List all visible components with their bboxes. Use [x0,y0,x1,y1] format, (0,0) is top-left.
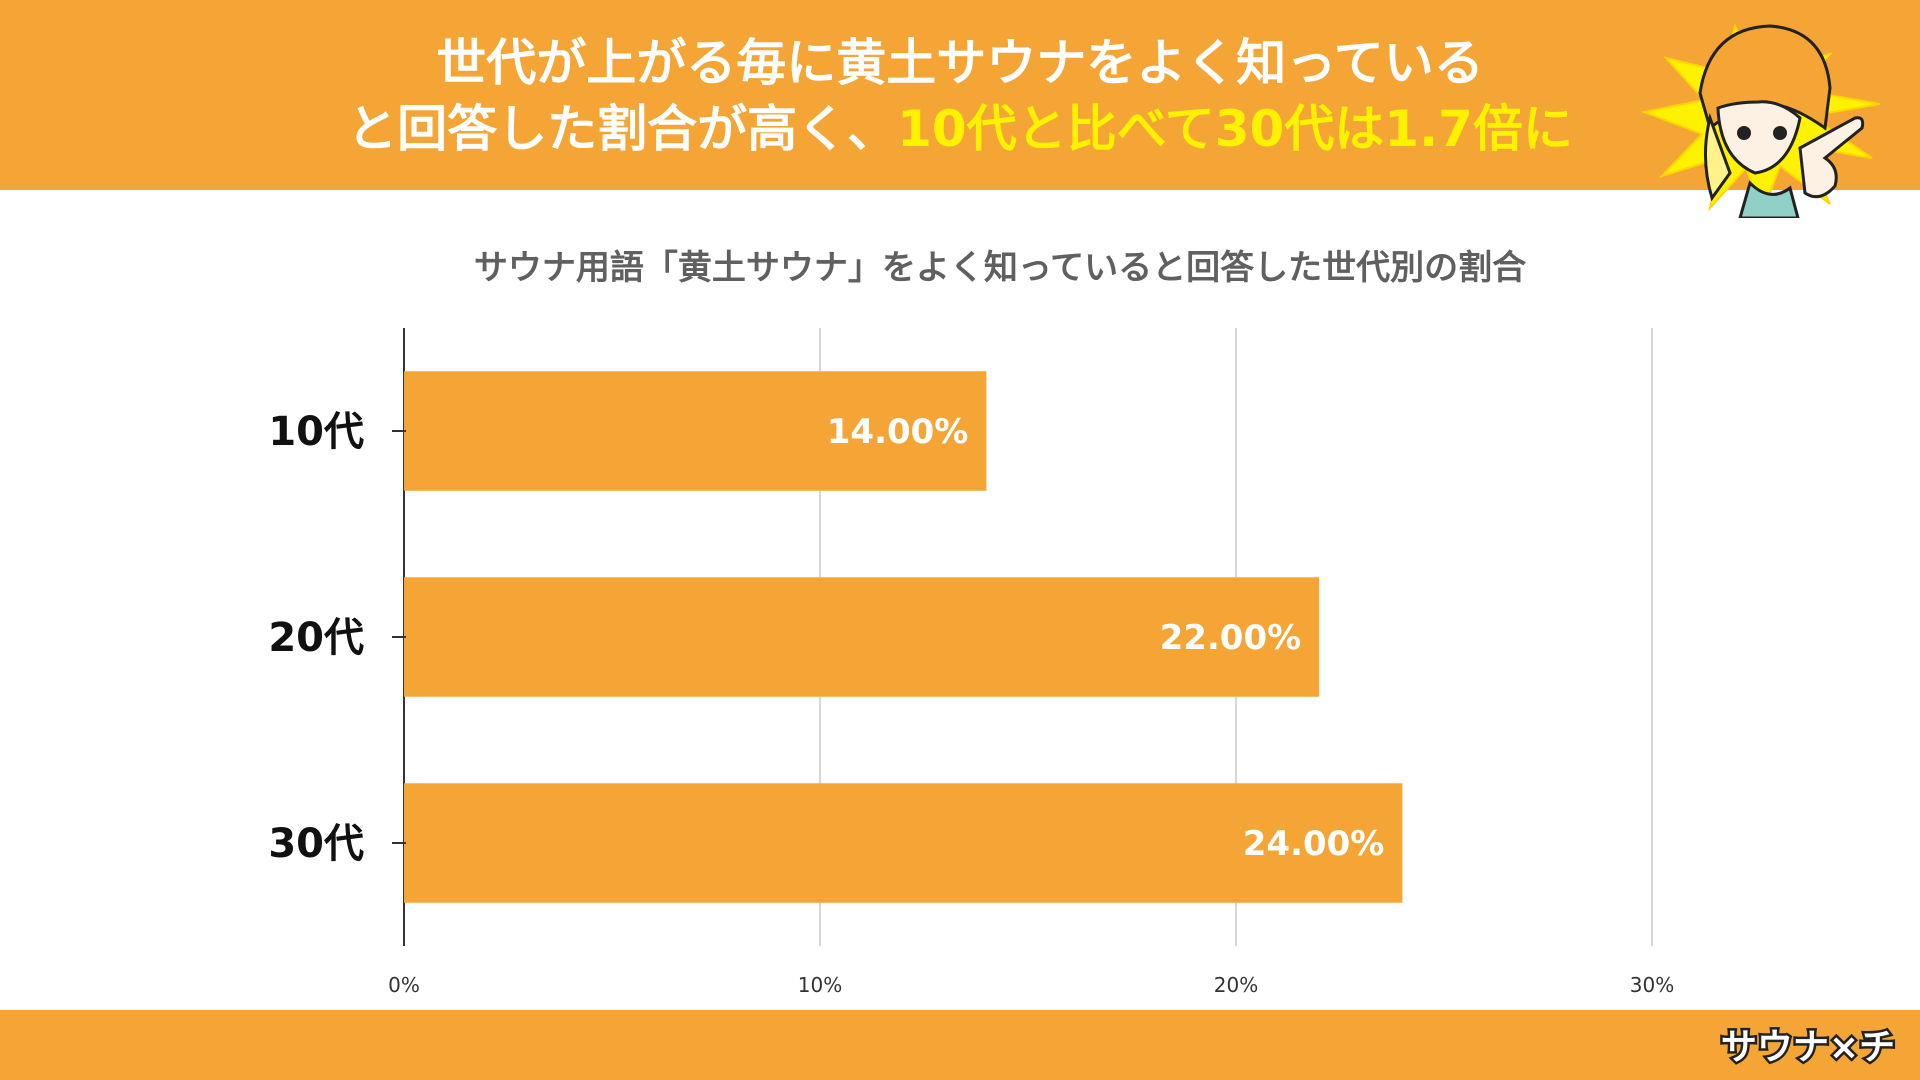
headline-line-2-highlight: 10代と比べて30代は1.7倍に [897,100,1573,158]
x-tick-label-10: 10% [798,973,842,997]
brand-logo: サウナ×チ [1718,1025,1897,1071]
bar-value-label-2: 24.00% [1243,824,1385,864]
chart-bars: 14.00% 22.00% 24.00% [404,371,1403,903]
headline-line-2: と回答した割合が高く、10代と比べて30代は1.7倍に [0,96,1920,162]
header-banner [0,0,1920,190]
brand-logo-text: サウナ×チ [1721,1027,1895,1068]
x-axis-tick-labels: 0% 10% 20% 30% [388,973,1674,997]
bar-value-label-0: 14.00% [827,412,969,452]
category-labels: 10代 20代 30代 [268,409,406,867]
category-label-1: 20代 [268,615,364,661]
bar-chart: 14.00% 22.00% 24.00% 10代 20代 30代 0% 10% 20% 30% [268,328,1674,997]
chart-title: サウナ用語「黄土サウナ」をよく知っていると回答した世代別の割合 [473,248,1527,288]
bar-value-label-1: 22.00% [1160,618,1302,658]
bar-0 [404,371,987,491]
x-tick-label-0: 0% [388,973,420,997]
headline: 世代が上がる毎に黄土サウナをよく知っている と回答した割合が高く、10代と比べて… [0,30,1920,162]
x-tick-label-30: 30% [1630,973,1674,997]
mascot-illustration [1640,23,1881,218]
category-label-2: 30代 [268,821,364,867]
footer-bar [0,1010,1920,1080]
headline-line-1: 世代が上がる毎に黄土サウナをよく知っている [436,34,1484,92]
headline-line-2-prefix: と回答した割合が高く、 [347,100,898,158]
bar-2 [404,783,1403,903]
x-tick-label-20: 20% [1214,973,1258,997]
bar-1 [404,577,1320,697]
category-label-0: 10代 [268,409,364,455]
